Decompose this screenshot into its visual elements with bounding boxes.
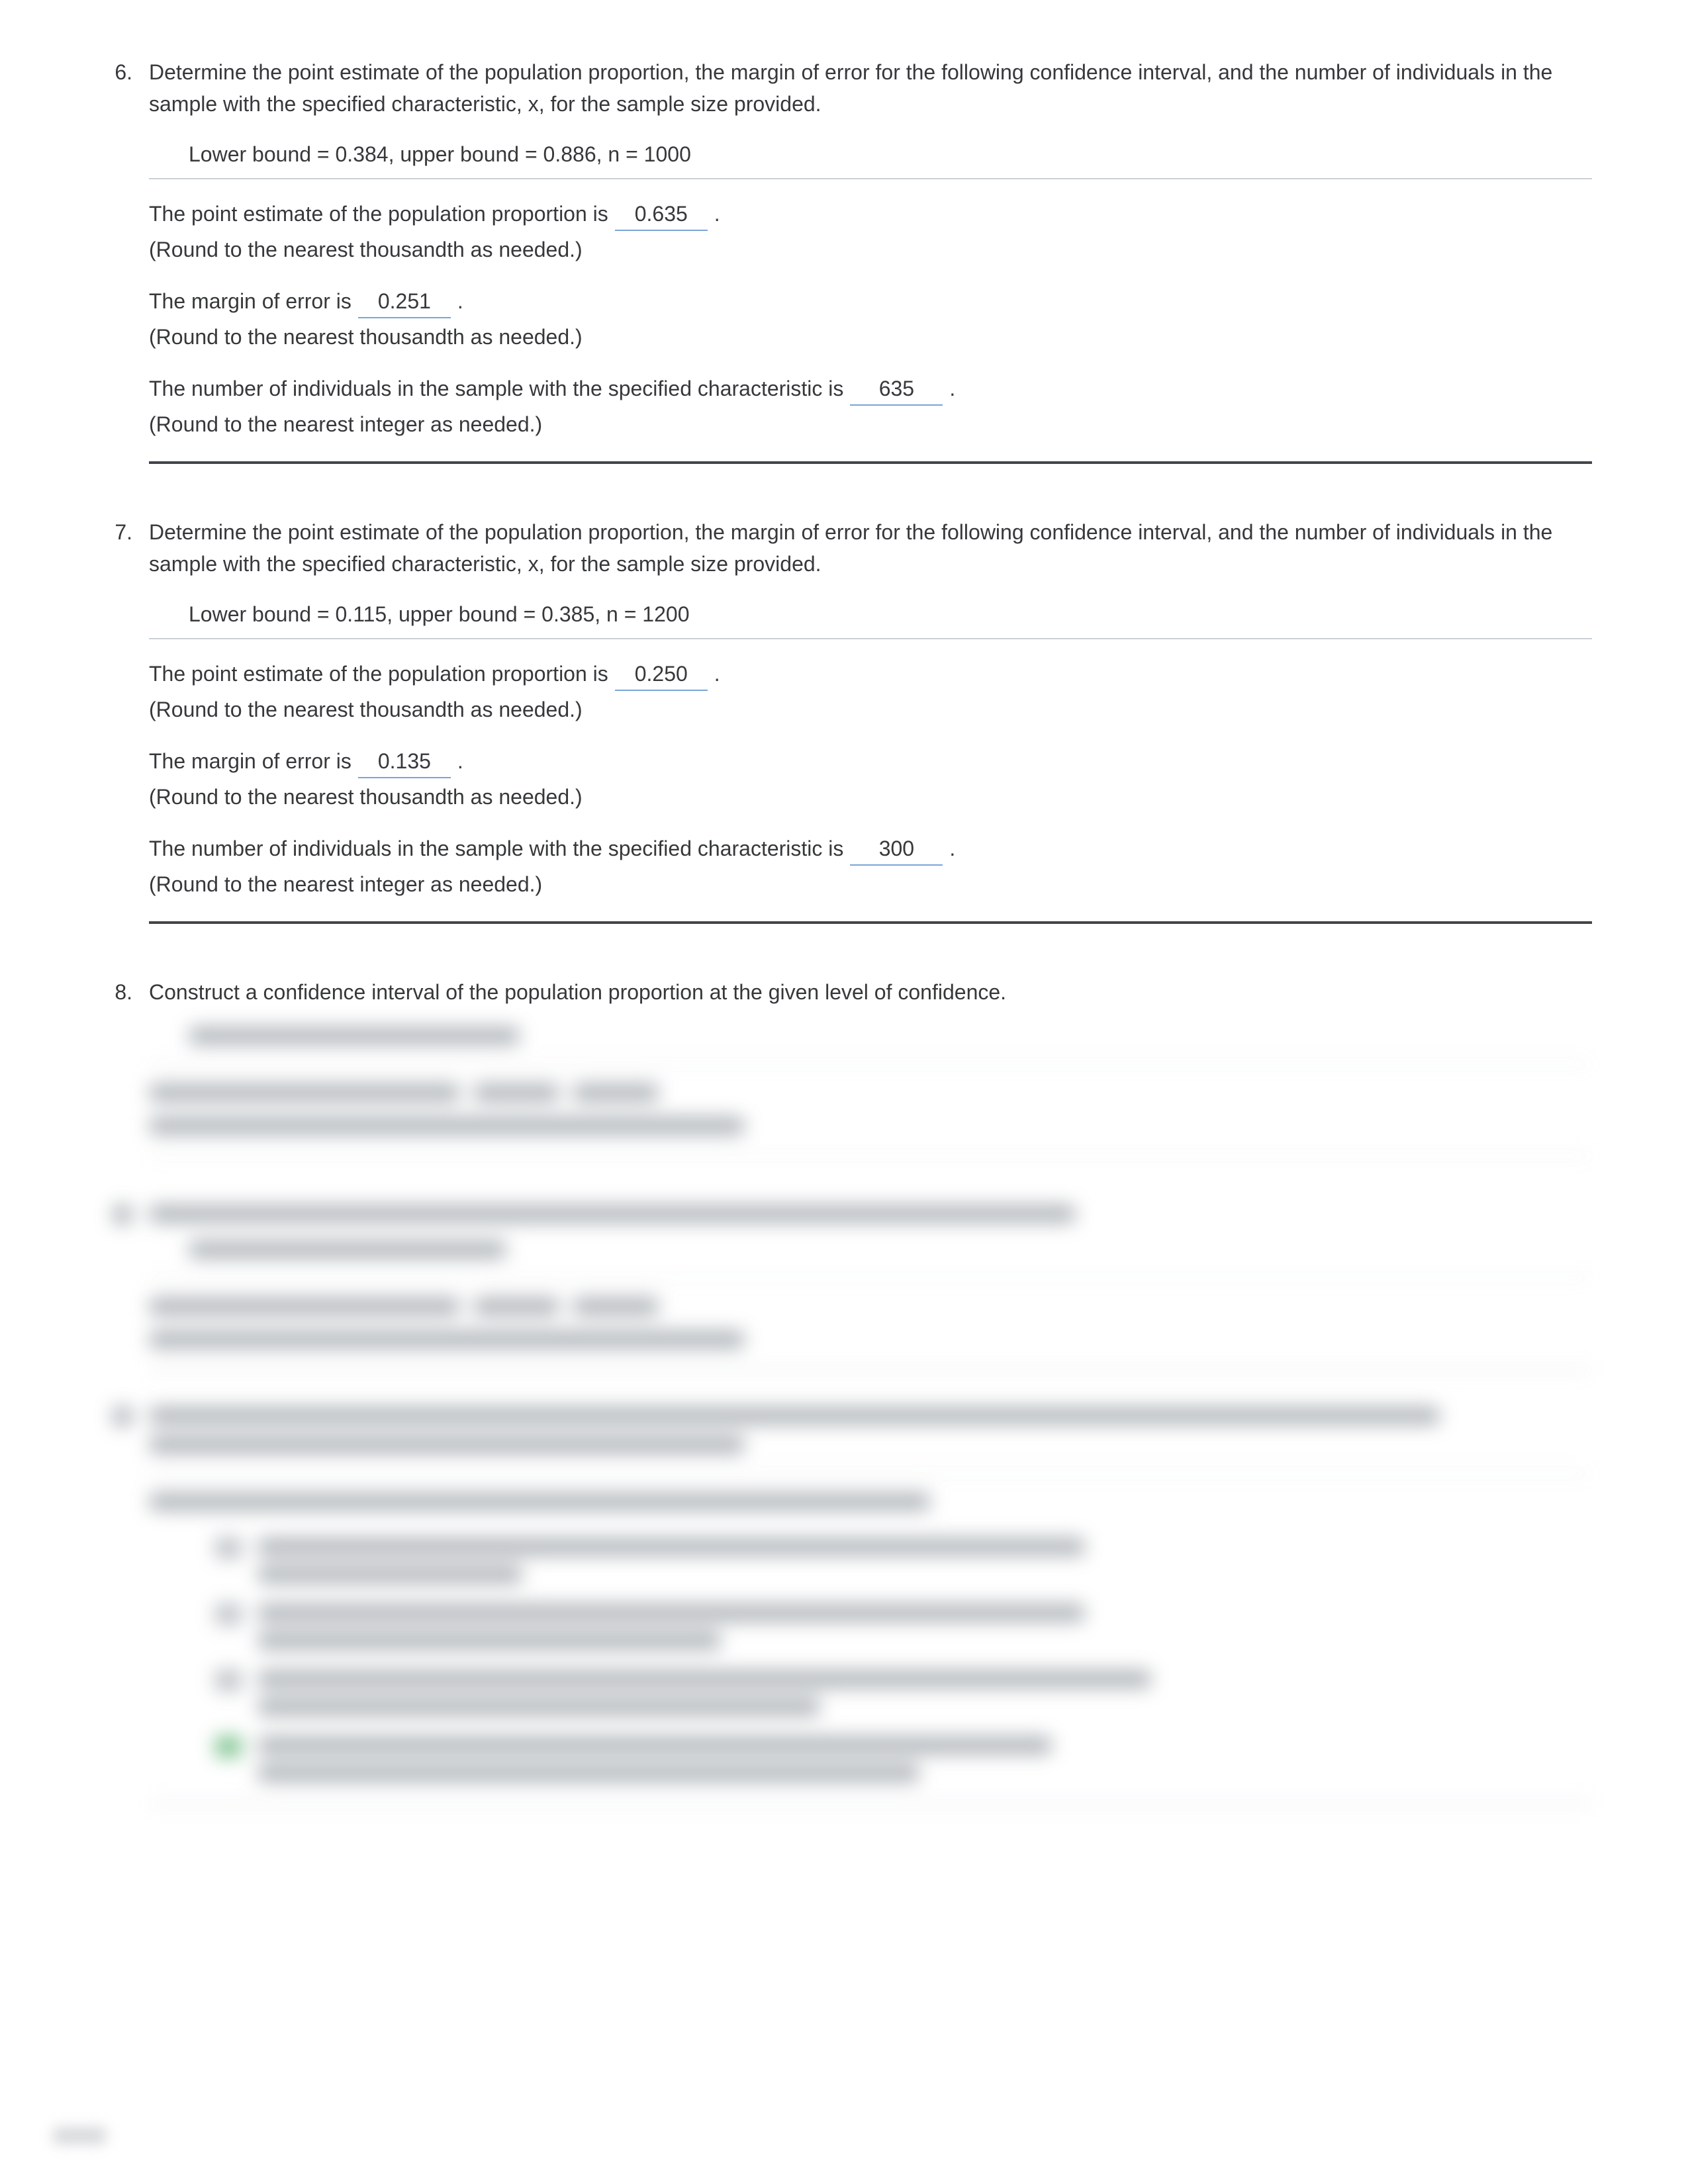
answer-count: The number of individuals in the sample …: [149, 373, 1592, 440]
question-prompt: Determine the point estimate of the popu…: [149, 56, 1592, 120]
question-prompt: Determine the point estimate of the popu…: [149, 516, 1592, 580]
period: .: [714, 198, 720, 230]
answer-lead: The number of individuals in the sample …: [149, 373, 843, 404]
period: .: [457, 285, 463, 317]
question-params: Lower bound = 0.384, upper bound = 0.886…: [189, 138, 1592, 170]
answer-margin-error: The margin of error is 0.251 . (Round to…: [149, 285, 1592, 353]
answer-lead: The margin of error is: [149, 285, 352, 317]
divider: [149, 178, 1592, 179]
question-7: 7. Determine the point estimate of the p…: [96, 516, 1592, 946]
answer-row: The margin of error is 0.251 .: [149, 285, 1592, 318]
period: .: [949, 833, 955, 864]
answer-row: The point estimate of the population pro…: [149, 658, 1592, 691]
divider-heavy: [149, 921, 1592, 924]
divider-heavy: [149, 461, 1592, 464]
answer-count: The number of individuals in the sample …: [149, 833, 1592, 900]
answer-lead: The number of individuals in the sample …: [149, 833, 843, 864]
period: .: [949, 373, 955, 404]
question-body: Construct a confidence interval of the p…: [149, 976, 1592, 1175]
answer-row: The point estimate of the population pro…: [149, 198, 1592, 231]
answer-row: The margin of error is 0.135 .: [149, 745, 1592, 778]
question-prompt: Construct a confidence interval of the p…: [149, 976, 1592, 1008]
period: .: [714, 658, 720, 690]
rounding-hint: (Round to the nearest integer as needed.…: [149, 408, 1592, 440]
question-body: Determine the point estimate of the popu…: [149, 56, 1592, 486]
question-params: Lower bound = 0.115, upper bound = 0.385…: [189, 598, 1592, 630]
rounding-hint: (Round to the nearest thousandth as need…: [149, 234, 1592, 265]
question-8: 8. Construct a confidence interval of th…: [96, 976, 1592, 1175]
answer-point-estimate: The point estimate of the population pro…: [149, 658, 1592, 725]
rounding-hint: (Round to the nearest integer as needed.…: [149, 868, 1592, 900]
question-number: 8.: [96, 976, 149, 1175]
rounding-hint: (Round to the nearest thousandth as need…: [149, 781, 1592, 813]
answer-point-estimate: The point estimate of the population pro…: [149, 198, 1592, 265]
answer-row: The number of individuals in the sample …: [149, 373, 1592, 406]
blurred-questions: [96, 1205, 1592, 1823]
page-footer: [53, 2127, 106, 2144]
question-number: 6.: [96, 56, 149, 486]
rounding-hint: (Round to the nearest thousandth as need…: [149, 694, 1592, 725]
page-content: 6. Determine the point estimate of the p…: [0, 0, 1688, 1896]
answer-input[interactable]: 0.251: [358, 285, 451, 318]
question-body: Determine the point estimate of the popu…: [149, 516, 1592, 946]
period: .: [457, 745, 463, 777]
answer-lead: The point estimate of the population pro…: [149, 658, 608, 690]
blurred-content: [149, 1026, 1592, 1156]
question-6: 6. Determine the point estimate of the p…: [96, 56, 1592, 486]
answer-lead: The margin of error is: [149, 745, 352, 777]
answer-input[interactable]: 0.635: [615, 198, 708, 231]
answer-row: The number of individuals in the sample …: [149, 833, 1592, 866]
question-number: 7.: [96, 516, 149, 946]
divider: [149, 638, 1592, 639]
answer-margin-error: The margin of error is 0.135 . (Round to…: [149, 745, 1592, 813]
answer-input[interactable]: 0.250: [615, 658, 708, 691]
answer-input[interactable]: 300: [850, 833, 943, 866]
answer-input[interactable]: 0.135: [358, 745, 451, 778]
answer-lead: The point estimate of the population pro…: [149, 198, 608, 230]
rounding-hint: (Round to the nearest thousandth as need…: [149, 321, 1592, 353]
answer-input[interactable]: 635: [850, 373, 943, 406]
